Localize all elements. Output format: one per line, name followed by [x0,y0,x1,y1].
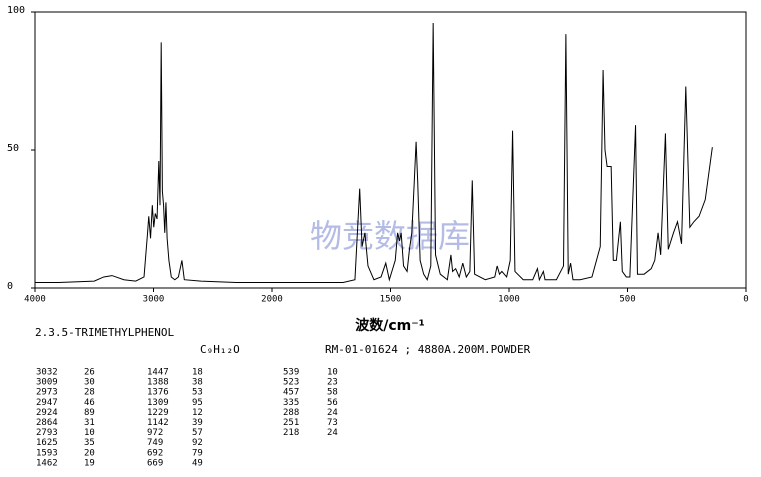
peak-intensity: 53 [192,388,203,398]
peak-intensity: 18 [192,368,203,378]
peak-wavenumber: 1142 [147,418,169,428]
peak-intensity: 23 [327,378,338,388]
x-tick-label: 1000 [498,295,520,305]
peak-wavenumber: 2864 [36,418,58,428]
compound-name: 2.3.5-TRIMETHYLPHENOL [35,326,174,339]
peak-intensity: 57 [192,428,203,438]
peak-wavenumber: 1388 [147,378,169,388]
peak-intensity: 24 [327,428,338,438]
y-tick-label: 50 [7,143,19,154]
peak-wavenumber: 2947 [36,398,58,408]
y-tick-label: 0 [7,281,13,292]
peak-wavenumber: 288 [283,408,299,418]
watermark: 物竞数据库 [310,217,470,255]
peak-wavenumber: 1229 [147,408,169,418]
peak-intensity: 12 [192,408,203,418]
peak-wavenumber: 2973 [36,388,58,398]
peak-intensity: 39 [192,418,203,428]
peak-wavenumber: 749 [147,438,163,448]
peak-wavenumber: 3009 [36,378,58,388]
peak-wavenumber: 972 [147,428,163,438]
peak-intensity: 20 [84,448,95,458]
peak-wavenumber: 692 [147,448,163,458]
x-tick-label: 3000 [143,295,165,305]
peak-wavenumber: 1625 [36,438,58,448]
peak-wavenumber: 1309 [147,398,169,408]
peak-intensity: 95 [192,398,203,408]
peak-intensity: 92 [192,438,203,448]
peak-intensity: 79 [192,448,203,458]
peak-intensity: 26 [84,368,95,378]
peak-intensity: 31 [84,418,95,428]
peak-intensity: 10 [327,368,338,378]
peak-wavenumber: 1447 [147,368,169,378]
peak-intensity: 30 [84,378,95,388]
peak-intensity: 10 [84,428,95,438]
peak-intensity: 58 [327,388,338,398]
peak-wavenumber: 335 [283,398,299,408]
peak-wavenumber: 539 [283,368,299,378]
x-axis-label: 波数/cm⁻¹ [355,317,425,334]
reference: RM-01-01624 ; 4880A.200M.POWDER [325,343,531,356]
peak-intensity: 49 [192,458,203,468]
peak-wavenumber: 2793 [36,428,58,438]
x-tick-label: 1500 [380,295,402,305]
peak-intensity: 56 [327,398,338,408]
peak-intensity: 89 [84,408,95,418]
x-tick-label: 2000 [261,295,283,305]
peak-intensity: 73 [327,418,338,428]
peak-wavenumber: 2924 [36,408,58,418]
y-tick-label: 100 [7,5,25,16]
peak-wavenumber: 669 [147,458,163,468]
peak-intensity: 38 [192,378,203,388]
x-tick-label: 0 [743,295,748,305]
peak-wavenumber: 1593 [36,448,58,458]
peak-wavenumber: 3032 [36,368,58,378]
peak-intensity: 46 [84,398,95,408]
peak-wavenumber: 1462 [36,458,58,468]
peak-intensity: 19 [84,458,95,468]
peak-wavenumber: 218 [283,428,299,438]
x-tick-label: 500 [619,295,635,305]
peak-wavenumber: 457 [283,388,299,398]
spectrum-line [35,23,713,283]
x-tick-label: 4000 [24,295,46,305]
peak-intensity: 35 [84,438,95,448]
peak-wavenumber: 1376 [147,388,169,398]
peak-wavenumber: 523 [283,378,299,388]
peak-intensity: 24 [327,408,338,418]
peak-wavenumber: 251 [283,418,299,428]
peak-intensity: 28 [84,388,95,398]
formula: C₉H₁₂O [200,343,240,356]
